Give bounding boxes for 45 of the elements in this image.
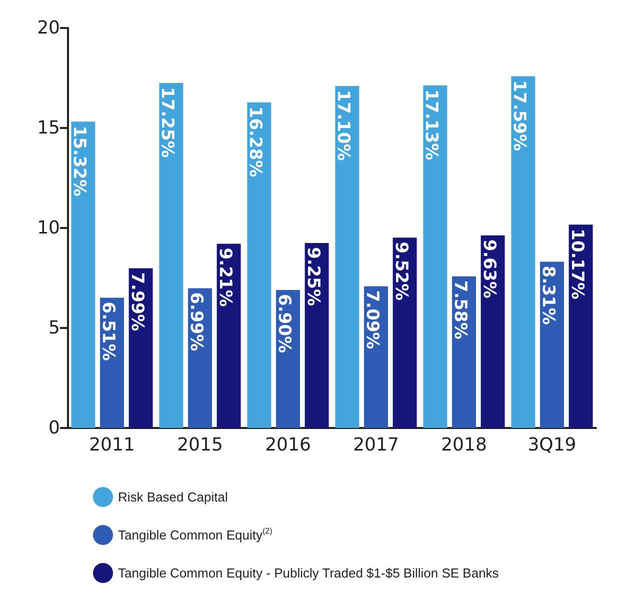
bar (335, 86, 360, 428)
data-label: 6.99% (186, 292, 206, 352)
x-tick-label: 2017 (353, 434, 399, 456)
data-label: 7.58% (450, 280, 470, 340)
bar (480, 235, 505, 428)
bar (392, 238, 417, 428)
data-label: 16.28% (245, 106, 266, 178)
data-label: 7.99% (126, 272, 147, 332)
y-tick-label: 15 (37, 118, 60, 138)
bar (452, 276, 476, 428)
x-tick-label: 2011 (89, 434, 135, 456)
data-label: 6.51% (98, 302, 118, 361)
data-label: 9.52% (390, 242, 411, 301)
y-tick-label: 0 (48, 418, 60, 438)
data-label: 9.21% (214, 248, 235, 307)
x-tick-label: 2018 (441, 434, 487, 456)
x-tick-label: 2016 (265, 434, 311, 456)
x-tick-label: 3Q19 (528, 434, 576, 456)
y-tick-label: 10 (37, 218, 60, 238)
data-label: 6.90% (274, 294, 294, 353)
bar (568, 224, 593, 428)
data-label: 17.25% (157, 87, 178, 158)
bar (159, 83, 184, 428)
data-label: 17.10% (333, 90, 354, 161)
y-tick-label: 5 (48, 318, 60, 338)
bar (423, 85, 448, 428)
legend-label: Tangible Common Equity - Publicly Traded $1-$5 Billion SE Banks (118, 566, 500, 580)
y-tick-label: 20 (37, 18, 60, 38)
bar (216, 244, 241, 428)
bar (71, 122, 96, 428)
data-label: 17.59% (509, 80, 530, 152)
bar (511, 76, 536, 428)
data-label: 10.17% (566, 228, 587, 300)
legend-label: Risk Based Capital (118, 490, 228, 504)
bar (247, 102, 272, 428)
bar (540, 262, 564, 428)
data-label: 8.31% (538, 266, 558, 325)
data-label: 17.13% (421, 89, 442, 160)
x-tick-label: 2015 (177, 434, 223, 456)
data-label: 9.63% (478, 239, 499, 298)
data-label: 9.25% (302, 247, 323, 306)
bar (304, 243, 329, 428)
data-label: 7.09% (362, 290, 382, 350)
bar (128, 268, 153, 428)
data-label: 15.32% (69, 126, 90, 196)
